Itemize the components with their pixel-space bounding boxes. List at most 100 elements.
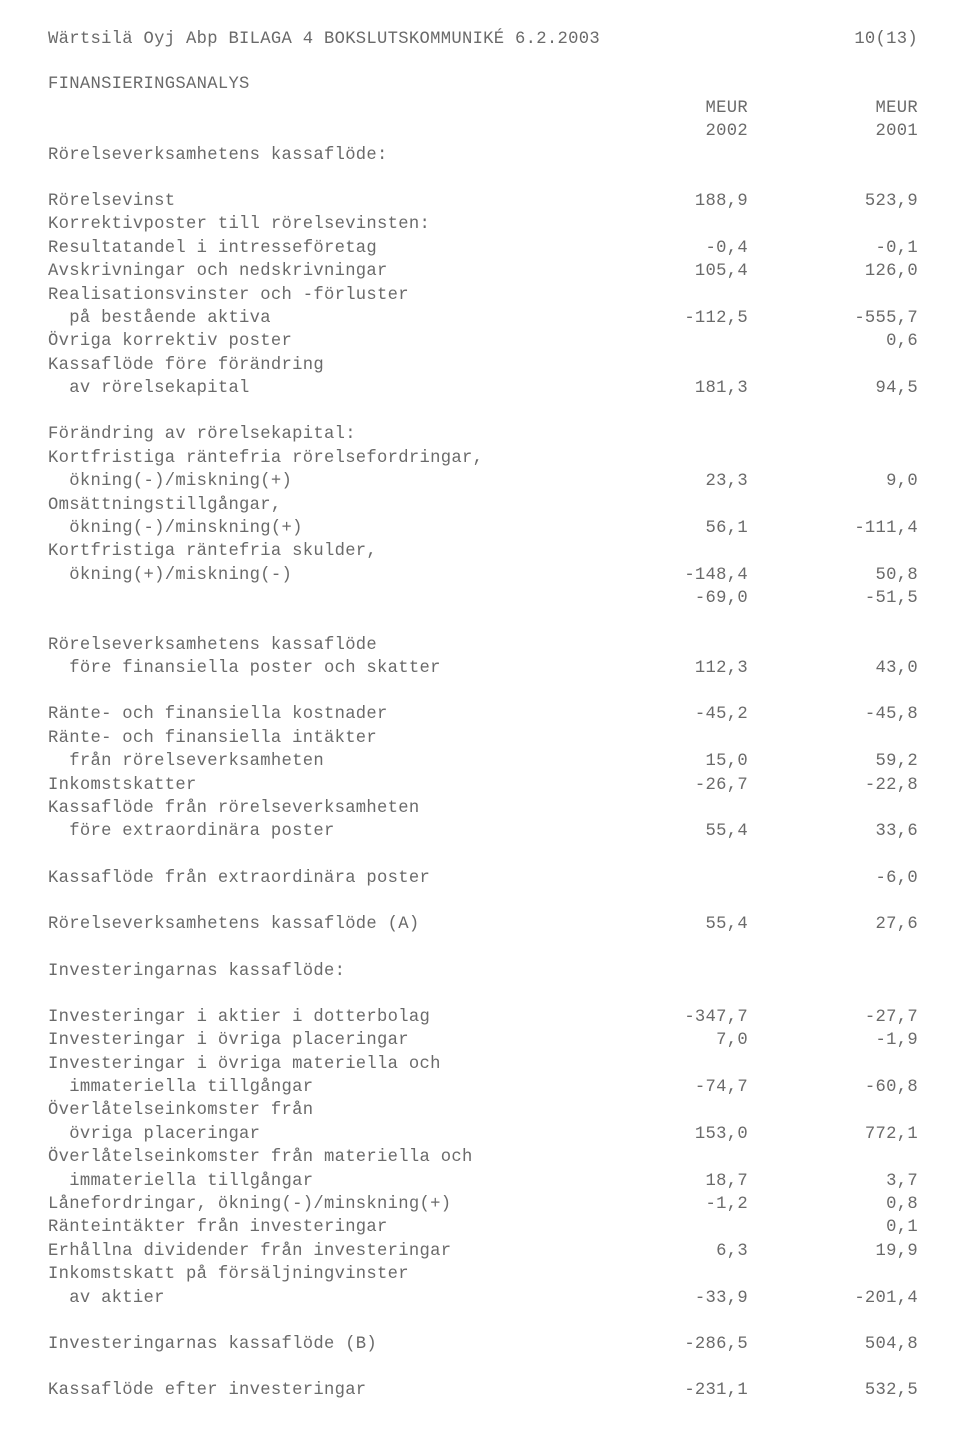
row-value-1 <box>598 144 748 167</box>
row-value-1: 56,1 <box>598 517 748 540</box>
row-value-2: -555,7 <box>748 307 918 330</box>
row-label: Inkomstskatt på försäljningvinster <box>48 1263 598 1286</box>
row-value-2: -51,5 <box>748 587 918 610</box>
row-value-1: 188,9 <box>598 190 748 213</box>
row-value-2: 523,9 <box>748 190 918 213</box>
table-row: Realisationsvinster och -förluster <box>48 284 918 307</box>
row-value-2: 0,8 <box>748 1193 918 1216</box>
row-label: före extraordinära poster <box>48 820 598 843</box>
row-label: på bestående aktiva <box>48 307 598 330</box>
row-label: Kortfristiga räntefria rörelsefordringar… <box>48 447 598 470</box>
row-value-1: 23,3 <box>598 470 748 493</box>
table-row: Kortfristiga räntefria skulder, <box>48 540 918 563</box>
row-value-2: 0,6 <box>748 330 918 353</box>
row-value-1: 18,7 <box>598 1170 748 1193</box>
table-row: Ränteintäkter från investeringar0,1 <box>48 1216 918 1239</box>
table-row: Erhållna dividender från investeringar6,… <box>48 1240 918 1263</box>
row-label: Inkomstskatter <box>48 774 598 797</box>
row-value-2 <box>748 1053 918 1076</box>
row-value-1 <box>598 1216 748 1239</box>
table-row: Övriga korrektiv poster0,6 <box>48 330 918 353</box>
row-label: Rörelsevinst <box>48 190 598 213</box>
blank-row <box>48 400 918 423</box>
row-value-2: 9,0 <box>748 470 918 493</box>
table-body: Rörelseverksamhetens kassaflöde: Rörelsev… <box>48 144 918 1403</box>
table-row: före finansiella poster och skatter112,3… <box>48 657 918 680</box>
table-row: Investeringar i aktier i dotterbolag-347… <box>48 1006 918 1029</box>
table-row: Kassaflöde före förändring <box>48 354 918 377</box>
row-value-2: 19,9 <box>748 1240 918 1263</box>
table-row: -69,0-51,5 <box>48 587 918 610</box>
row-value-1 <box>598 1053 748 1076</box>
row-label: Investeringarnas kassaflöde: <box>48 960 598 983</box>
table-row: Lånefordringar, ökning(-)/minskning(+)-1… <box>48 1193 918 1216</box>
row-value-1: -1,2 <box>598 1193 748 1216</box>
row-label: Rörelseverksamhetens kassaflöde: <box>48 144 598 167</box>
table-row: Rörelseverksamhetens kassaflöde: <box>48 144 918 167</box>
row-label: ökning(+)/miskning(-) <box>48 564 598 587</box>
row-label: Överlåtelseinkomster från <box>48 1099 598 1122</box>
row-value-1: 181,3 <box>598 377 748 400</box>
row-value-2: 532,5 <box>748 1379 918 1402</box>
row-value-1 <box>598 634 748 657</box>
row-value-1 <box>598 494 748 517</box>
row-value-2 <box>748 960 918 983</box>
row-value-1 <box>598 423 748 446</box>
row-label: Erhållna dividender från investeringar <box>48 1240 598 1263</box>
table-row: före extraordinära poster55,433,6 <box>48 820 918 843</box>
row-label: Ränte- och finansiella intäkter <box>48 727 598 750</box>
row-label: Överlåtelseinkomster från materiella och <box>48 1146 598 1169</box>
row-value-1 <box>598 1099 748 1122</box>
table-row: ökning(+)/miskning(-)-148,450,8 <box>48 564 918 587</box>
table-row: på bestående aktiva-112,5-555,7 <box>48 307 918 330</box>
row-value-2: 126,0 <box>748 260 918 283</box>
row-label: Kassaflöde från extraordinära poster <box>48 867 598 890</box>
row-value-2: 33,6 <box>748 820 918 843</box>
blank-row <box>48 167 918 190</box>
row-value-2 <box>748 213 918 236</box>
blank-row <box>48 890 918 913</box>
row-value-1 <box>598 1263 748 1286</box>
row-label: från rörelseverksamheten <box>48 750 598 773</box>
row-value-2: -111,4 <box>748 517 918 540</box>
table-row: ökning(-)/miskning(+)23,39,0 <box>48 470 918 493</box>
row-label: Realisationsvinster och -förluster <box>48 284 598 307</box>
row-value-2 <box>748 1263 918 1286</box>
table-row: Inkomstskatt på försäljningvinster <box>48 1263 918 1286</box>
table-row: Investeringar i övriga materiella och <box>48 1053 918 1076</box>
row-value-1 <box>598 330 748 353</box>
row-value-1: 153,0 <box>598 1123 748 1146</box>
row-label: Ränteintäkter från investeringar <box>48 1216 598 1239</box>
row-value-1: -26,7 <box>598 774 748 797</box>
row-label: Resultatandel i intresseföretag <box>48 237 598 260</box>
column-headers-1: MEUR MEUR <box>48 97 918 120</box>
row-value-1 <box>598 447 748 470</box>
row-value-1: -74,7 <box>598 1076 748 1099</box>
blank-row <box>48 983 918 1006</box>
row-value-1: 6,3 <box>598 1240 748 1263</box>
row-label: Rörelseverksamhetens kassaflöde (A) <box>48 913 598 936</box>
row-label: ökning(-)/miskning(+) <box>48 470 598 493</box>
row-value-2 <box>748 1146 918 1169</box>
row-value-2: 27,6 <box>748 913 918 936</box>
row-value-1 <box>598 540 748 563</box>
row-value-1: 112,3 <box>598 657 748 680</box>
row-value-2 <box>748 423 918 446</box>
blank-row <box>48 937 918 960</box>
row-label: ökning(-)/minskning(+) <box>48 517 598 540</box>
row-value-2 <box>748 634 918 657</box>
row-label: Lånefordringar, ökning(-)/minskning(+) <box>48 1193 598 1216</box>
row-value-1: 55,4 <box>598 820 748 843</box>
row-label <box>48 587 598 610</box>
table-row: Avskrivningar och nedskrivningar105,4126… <box>48 260 918 283</box>
row-value-1: -148,4 <box>598 564 748 587</box>
row-value-1 <box>598 1146 748 1169</box>
header-right: 10(13) <box>854 28 918 51</box>
row-value-2 <box>748 1099 918 1122</box>
row-label: immateriella tillgångar <box>48 1170 598 1193</box>
row-value-2 <box>748 354 918 377</box>
row-label: Korrektivposter till rörelsevinsten: <box>48 213 598 236</box>
table-row: Inkomstskatter-26,7-22,8 <box>48 774 918 797</box>
table-row: Omsättningstillgångar, <box>48 494 918 517</box>
row-value-1: -286,5 <box>598 1333 748 1356</box>
